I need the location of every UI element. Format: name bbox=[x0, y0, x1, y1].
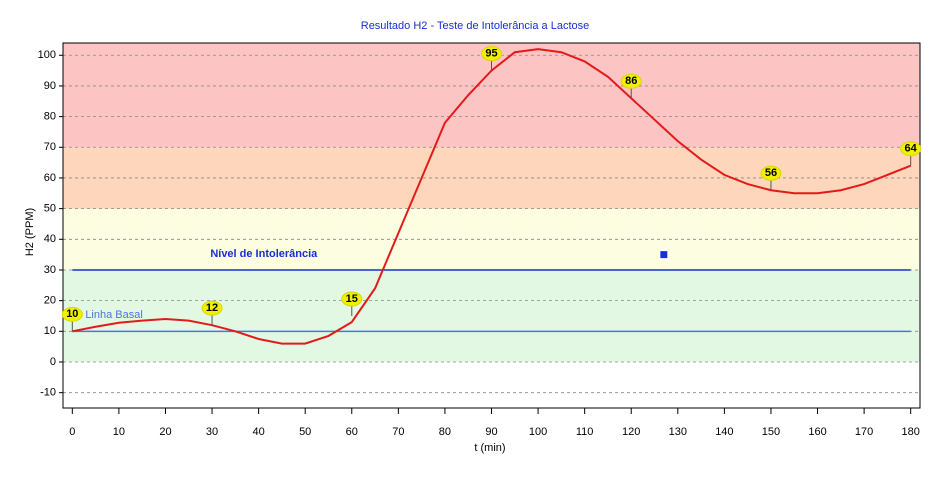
x-tick-label: 170 bbox=[855, 426, 873, 438]
reference-label: Linha Basal bbox=[85, 309, 143, 321]
point-label: 95 bbox=[485, 48, 497, 60]
x-tick-label: 10 bbox=[113, 426, 125, 438]
reference-label: Nível de Intolerância bbox=[210, 248, 318, 260]
point-label: 12 bbox=[206, 302, 218, 314]
x-tick-label: 0 bbox=[69, 426, 75, 438]
y-axis-label: H2 (PPM) bbox=[24, 208, 36, 256]
x-tick-label: 130 bbox=[669, 426, 687, 438]
x-tick-label: 50 bbox=[299, 426, 311, 438]
point-label-bg bbox=[341, 291, 363, 307]
y-tick-label: 30 bbox=[44, 264, 56, 276]
x-axis-label: t (min) bbox=[474, 442, 505, 454]
point-label-bg bbox=[760, 165, 782, 181]
point-label-bg bbox=[620, 73, 642, 89]
y-tick-label: 90 bbox=[44, 80, 56, 92]
point-label: 10 bbox=[66, 308, 78, 320]
y-tick-label: 50 bbox=[44, 203, 56, 215]
y-tick-label: 100 bbox=[38, 49, 56, 61]
y-tick-label: 80 bbox=[44, 111, 56, 123]
x-tick-label: 60 bbox=[346, 426, 358, 438]
x-tick-label: 30 bbox=[206, 426, 218, 438]
point-label: 15 bbox=[346, 293, 358, 305]
band bbox=[63, 269, 920, 362]
point-label: 56 bbox=[765, 167, 777, 179]
plot-border bbox=[62, 42, 921, 409]
x-tick-label: 110 bbox=[576, 426, 594, 438]
x-tick-label: 40 bbox=[252, 426, 264, 438]
y-tick-label: 10 bbox=[44, 325, 56, 337]
point-label: 86 bbox=[625, 75, 637, 87]
x-tick-label: 150 bbox=[762, 426, 780, 438]
y-tick-label: 20 bbox=[44, 295, 56, 307]
y-tick-label: 0 bbox=[50, 356, 56, 368]
x-tick-label: 160 bbox=[808, 426, 826, 438]
x-tick-label: 100 bbox=[529, 426, 547, 438]
point-label-bg bbox=[481, 46, 502, 62]
point-label-bg bbox=[201, 300, 223, 316]
point-label-bg bbox=[61, 306, 83, 322]
x-tick-label: 180 bbox=[902, 426, 920, 438]
x-tick-label: 140 bbox=[715, 426, 733, 438]
x-tick-label: 70 bbox=[392, 426, 404, 438]
x-tick-label: 80 bbox=[439, 426, 451, 438]
x-tick-label: 90 bbox=[485, 426, 497, 438]
point-label-bg bbox=[900, 141, 922, 157]
y-tick-label: 40 bbox=[44, 233, 56, 245]
x-tick-label: 120 bbox=[622, 426, 640, 438]
y-tick-label: 60 bbox=[44, 172, 56, 184]
chart-title: Resultado H2 - Teste de Intolerância a L… bbox=[361, 20, 590, 32]
y-tick-label: 70 bbox=[44, 141, 56, 153]
x-tick-label: 20 bbox=[159, 426, 171, 438]
y-tick-label: -10 bbox=[40, 387, 56, 399]
marker bbox=[659, 250, 669, 260]
point-label: 64 bbox=[905, 143, 918, 155]
